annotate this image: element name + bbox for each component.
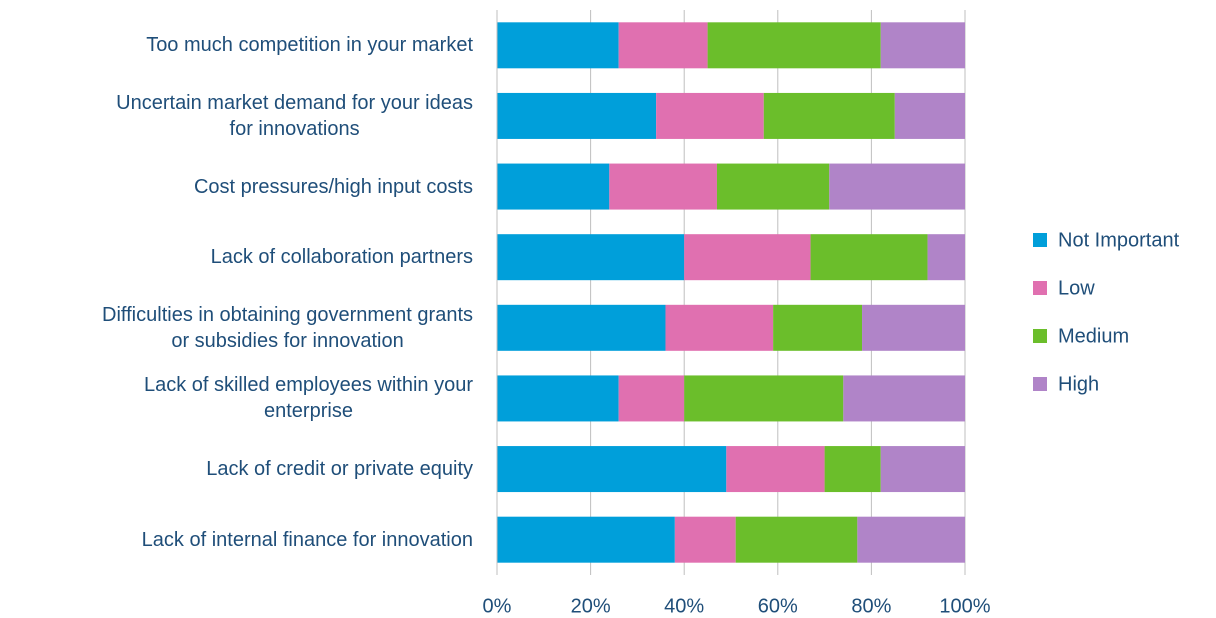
bar-segment <box>497 234 685 281</box>
x-tick-label: 100% <box>939 595 990 617</box>
bar-segment <box>497 375 619 422</box>
bar-segment <box>726 446 825 493</box>
bar-segment <box>880 22 965 69</box>
y-tick-label: Too much competition in your market <box>146 34 473 57</box>
bar-segment <box>707 22 881 69</box>
bar-segment <box>716 163 830 210</box>
y-tick-label: Uncertain market demand for your ideas f… <box>116 91 473 140</box>
legend-swatch <box>1033 329 1047 343</box>
bar-segment <box>829 163 965 210</box>
bar-segment <box>763 92 895 139</box>
legend-label: Not Important <box>1058 229 1180 251</box>
bar-segment <box>674 516 736 563</box>
bar-segment <box>497 22 619 69</box>
bar-segment <box>609 163 717 210</box>
bar-segment <box>497 163 610 210</box>
y-tick-label: Difficulties in obtaining government gra… <box>102 303 473 352</box>
bar-segment <box>618 375 685 422</box>
bar-segment <box>684 375 844 422</box>
x-tick-label: 80% <box>851 595 891 617</box>
y-tick-label: Lack of internal finance for innovation <box>141 528 473 551</box>
bar-segment <box>862 304 965 351</box>
x-tick-label: 20% <box>571 595 611 617</box>
y-tick-label: Cost pressures/high input costs <box>193 175 473 198</box>
y-tick-label: Lack of collaboration partners <box>210 246 473 269</box>
bar-segment <box>824 446 881 493</box>
bar-segment <box>684 234 811 281</box>
bar-segment <box>857 516 965 563</box>
x-tick-label: 40% <box>664 595 704 617</box>
bar-segment <box>894 92 965 139</box>
bar-segment <box>810 234 928 281</box>
bar-segment <box>497 516 675 563</box>
legend-label: Medium <box>1058 325 1129 347</box>
bar-segment <box>665 304 774 351</box>
bar-segment <box>735 516 858 563</box>
bar-segment <box>497 446 727 493</box>
legend-label: Low <box>1058 277 1095 299</box>
bar-segment <box>773 304 863 351</box>
bar-segment <box>497 92 657 139</box>
x-tick-label: 60% <box>758 595 798 617</box>
legend-swatch <box>1033 377 1047 391</box>
legend-swatch <box>1033 281 1047 295</box>
legend-swatch <box>1033 233 1047 247</box>
x-tick-label: 0% <box>483 595 512 617</box>
legend-label: High <box>1058 373 1099 395</box>
bar-segment <box>656 92 764 139</box>
y-tick-label: Lack of skilled employees within your en… <box>143 374 473 423</box>
y-tick-label: Lack of credit or private equity <box>206 458 473 481</box>
bar-segment <box>880 446 965 493</box>
bar-segment <box>497 304 666 351</box>
bar-segment <box>927 234 965 281</box>
bar-segment <box>843 375 965 422</box>
bar-segment <box>618 22 708 69</box>
